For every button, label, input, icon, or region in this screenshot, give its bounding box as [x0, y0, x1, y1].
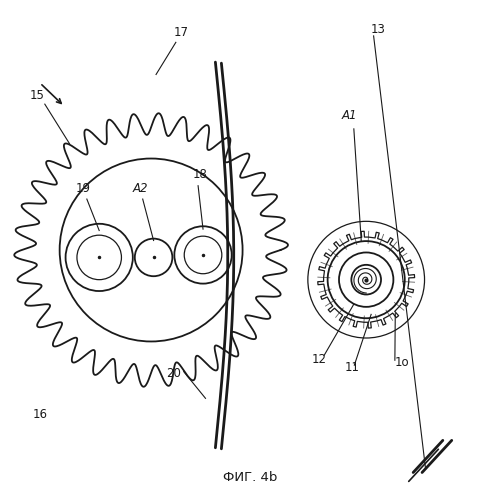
Text: 17: 17 — [174, 26, 188, 40]
Text: A1: A1 — [341, 109, 356, 122]
Text: 18: 18 — [193, 168, 208, 181]
Text: A2: A2 — [132, 182, 148, 194]
Text: 1o: 1o — [395, 356, 409, 369]
Text: 16: 16 — [32, 408, 48, 421]
Text: 11: 11 — [344, 361, 360, 374]
Text: 15: 15 — [30, 89, 45, 102]
Text: ФИГ. 4b: ФИГ. 4b — [223, 471, 277, 484]
Text: 12: 12 — [312, 352, 326, 366]
Text: 19: 19 — [76, 182, 90, 194]
Text: 20: 20 — [166, 366, 182, 380]
Text: 13: 13 — [371, 24, 386, 36]
